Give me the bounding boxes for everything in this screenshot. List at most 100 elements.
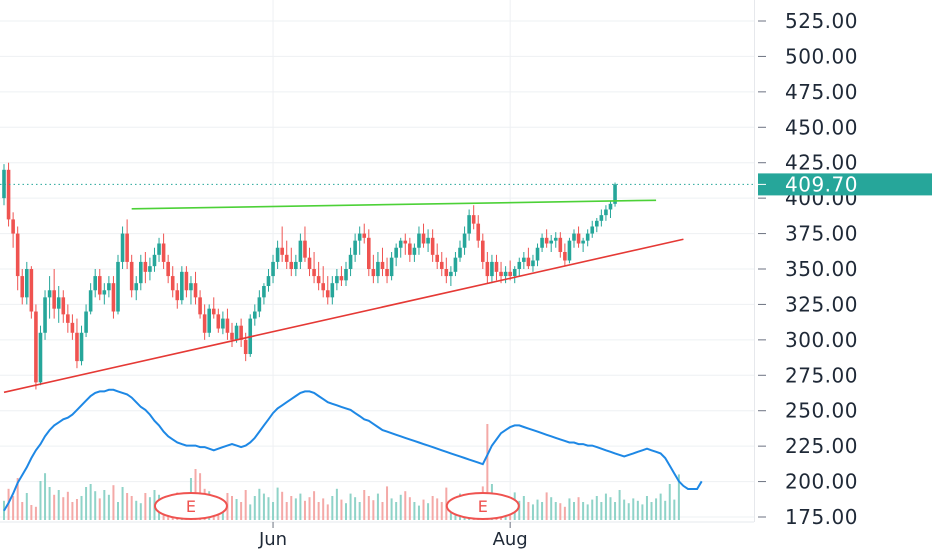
candle-body xyxy=(499,271,503,277)
candle-body xyxy=(535,247,540,261)
candle-body xyxy=(608,203,613,210)
volume-bar xyxy=(531,504,534,520)
candle-body xyxy=(161,243,166,262)
candle-body xyxy=(467,215,471,234)
volume-bar xyxy=(577,497,580,520)
candle-body xyxy=(503,271,508,277)
y-tick-label: 525.00 xyxy=(785,9,858,33)
volume-bar xyxy=(34,506,37,520)
volume-bar xyxy=(604,493,607,520)
x-tick-label: Aug xyxy=(493,529,528,550)
volume-bar xyxy=(381,502,384,520)
candle-body xyxy=(280,247,284,255)
volume-bar xyxy=(413,502,416,520)
volume-bar xyxy=(636,500,639,520)
volume-bar xyxy=(404,491,407,520)
candle-body xyxy=(563,251,567,261)
trendline-resistance[interactable] xyxy=(131,199,657,210)
candle-body xyxy=(367,237,371,269)
volume-bar xyxy=(600,502,603,520)
volume-bar xyxy=(650,502,653,520)
candle-body xyxy=(613,184,617,204)
volume-bar xyxy=(623,499,626,520)
candle-body xyxy=(116,261,120,312)
candle-body xyxy=(522,257,526,262)
volume-bar xyxy=(322,498,325,520)
candle-body xyxy=(348,254,353,269)
volume-bar xyxy=(427,503,430,520)
candle-body xyxy=(111,283,116,312)
candle-body xyxy=(371,269,376,277)
volume-bar xyxy=(340,499,343,520)
trendline-support[interactable] xyxy=(3,238,684,394)
candle-body xyxy=(540,237,544,248)
candle-body xyxy=(595,220,599,227)
candle-body xyxy=(476,223,481,241)
volume-bar xyxy=(117,502,119,520)
candle-body xyxy=(266,276,271,287)
volume-bar xyxy=(75,499,78,520)
candle-body xyxy=(243,339,248,355)
last-price-tag xyxy=(758,173,932,196)
volume-bar xyxy=(395,502,398,520)
candle-body xyxy=(353,240,357,255)
volume-bar xyxy=(290,496,293,520)
volume-bar xyxy=(345,503,347,520)
candle-body xyxy=(549,240,553,244)
candle-body xyxy=(325,290,330,298)
volume-bar xyxy=(422,499,425,520)
candle-body xyxy=(312,269,316,277)
volume-bar xyxy=(30,505,33,520)
candle-body xyxy=(79,332,84,362)
candle-body xyxy=(344,269,348,281)
earnings-marker[interactable] xyxy=(153,492,228,520)
candle-body xyxy=(275,247,280,262)
last-price-label: 409.70 xyxy=(785,172,858,196)
volume-bar xyxy=(231,496,233,520)
candle-body xyxy=(38,332,43,383)
candle-body xyxy=(175,290,180,301)
candle-body xyxy=(221,318,225,329)
y-tick-label: 225.00 xyxy=(785,434,858,458)
candle-body xyxy=(43,297,47,333)
volume-bar xyxy=(677,474,680,520)
volume-bar xyxy=(668,484,671,520)
candle-body xyxy=(230,332,234,340)
y-tick-label: 175.00 xyxy=(785,505,858,529)
candle-body xyxy=(152,254,157,267)
volume-bar xyxy=(66,491,69,520)
volume-bar xyxy=(408,497,411,520)
y-tick-label: 350.00 xyxy=(785,257,858,281)
volume-bar xyxy=(148,497,151,520)
volume-bar xyxy=(235,499,238,520)
volume-bar xyxy=(294,498,297,520)
candle-body xyxy=(180,271,184,301)
candle-body xyxy=(34,311,38,383)
y-tick-label: 375.00 xyxy=(785,222,858,246)
y-tick-label: 500.00 xyxy=(785,44,858,68)
candle-body xyxy=(216,314,221,329)
candle-body xyxy=(294,261,298,269)
candle-body xyxy=(20,276,25,298)
volume-bar xyxy=(135,500,138,520)
volume-bar xyxy=(518,500,521,520)
volume-bar xyxy=(299,493,302,520)
candle-body xyxy=(271,261,275,277)
candle-body xyxy=(471,215,476,224)
earnings-marker-label: E xyxy=(186,497,196,516)
volume-bar xyxy=(16,478,19,520)
candle-body xyxy=(553,237,558,241)
candle-body xyxy=(56,297,61,309)
volume-bar xyxy=(89,484,92,520)
candle-body xyxy=(129,261,134,291)
candle-body xyxy=(394,247,398,258)
earnings-marker[interactable] xyxy=(445,492,520,520)
candle-body xyxy=(449,271,453,277)
candle-body xyxy=(120,233,125,262)
volume-bar xyxy=(25,493,28,520)
y-tick-label: 300.00 xyxy=(785,328,858,352)
candle-body xyxy=(125,233,129,262)
y-tick-label: 275.00 xyxy=(785,363,858,387)
volume-bar xyxy=(632,498,635,520)
